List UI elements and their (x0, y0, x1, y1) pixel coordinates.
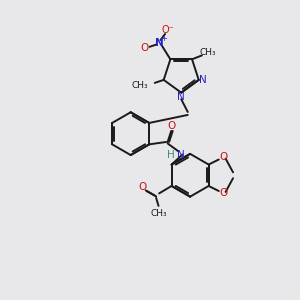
Text: N: N (155, 38, 164, 48)
Text: O: O (219, 188, 228, 198)
Text: CH₃: CH₃ (200, 48, 216, 57)
Text: O: O (138, 182, 147, 193)
Text: O: O (140, 43, 148, 53)
Text: O: O (167, 121, 175, 131)
Text: CH₃: CH₃ (150, 208, 167, 217)
Text: N: N (177, 150, 184, 161)
Text: CH₃: CH₃ (132, 81, 148, 90)
Text: O: O (219, 152, 228, 162)
Text: +: + (160, 34, 167, 43)
Text: O⁻: O⁻ (162, 25, 175, 35)
Text: N: N (199, 75, 207, 85)
Text: H: H (167, 150, 175, 161)
Text: N: N (177, 92, 185, 102)
